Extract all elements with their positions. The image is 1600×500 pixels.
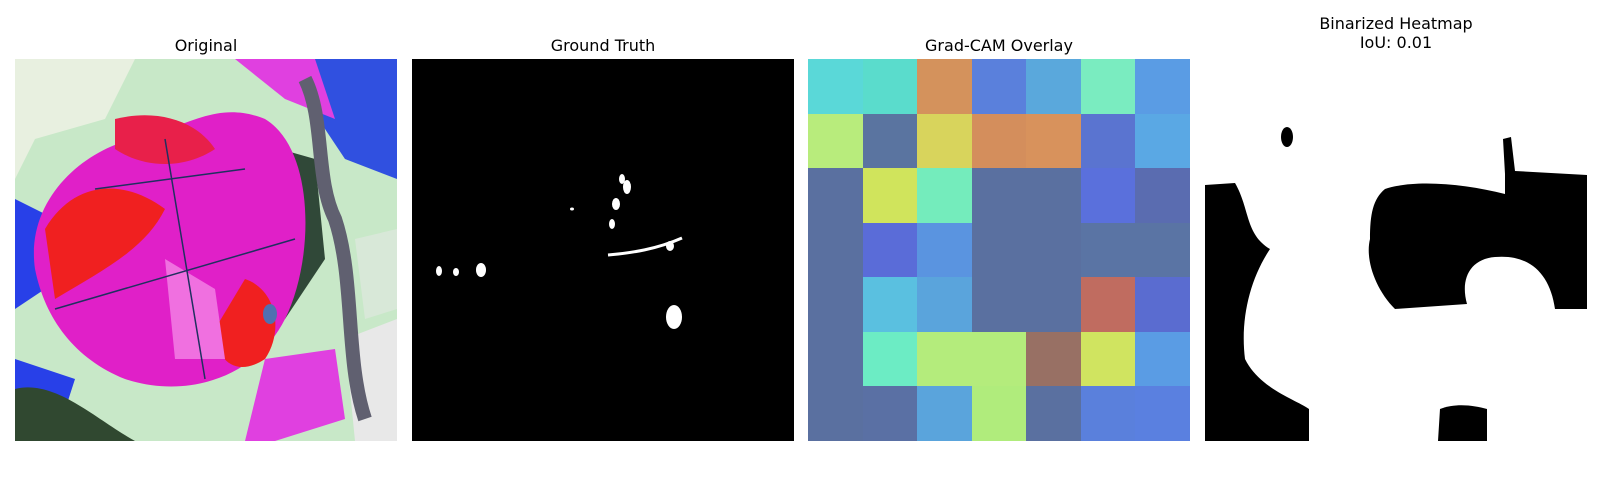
gradcam-cell — [1080, 386, 1136, 441]
gradcam-cell — [808, 222, 863, 278]
gradcam-cell — [1026, 386, 1081, 441]
binarized-heatmap — [1205, 59, 1587, 441]
gradcam-cell — [971, 113, 1027, 169]
original-image — [15, 59, 397, 441]
ground-truth-mask — [412, 59, 794, 441]
original-title: Original — [174, 36, 238, 55]
gradcam-cell — [1026, 277, 1081, 332]
gradcam-cell — [917, 331, 972, 387]
gradcam-cell — [1026, 168, 1081, 223]
gradcam-cell — [971, 222, 1027, 278]
gradcam-cell — [808, 59, 863, 114]
gradcam-cell — [862, 277, 918, 332]
gradcam-cell — [971, 331, 1027, 387]
binarized-title-line-1: Binarized Heatmap — [1319, 14, 1473, 33]
gradcam-cell — [1080, 113, 1136, 169]
gradcam-cell — [1135, 113, 1190, 169]
gradcam-cell — [1080, 222, 1136, 278]
gradcam-cell — [1080, 277, 1136, 332]
gradcam-cell — [1026, 59, 1081, 114]
gradcam-cell — [1135, 222, 1190, 278]
gradcam-cell — [1080, 331, 1136, 387]
gradcam-cell — [1080, 59, 1136, 114]
gradcam-cell — [917, 168, 972, 223]
gradcam-cell — [917, 277, 972, 332]
gradcam-cell — [862, 59, 918, 114]
gradcam-cell — [971, 386, 1027, 441]
gradcam-cell — [808, 113, 863, 169]
gradcam-cell — [808, 168, 863, 223]
gradcam-cell — [1026, 222, 1081, 278]
gradcam-cell — [971, 277, 1027, 332]
gradcam-title: Grad-CAM Overlay — [925, 36, 1073, 55]
gradcam-cell — [808, 386, 863, 441]
gradcam-cell — [1135, 277, 1190, 332]
gradcam-cell — [862, 331, 918, 387]
gradcam-cell — [917, 222, 972, 278]
gradcam-cell — [971, 59, 1027, 114]
binarized-title: Binarized Heatmap IoU: 0.01 — [1205, 14, 1587, 52]
gradcam-cell — [1135, 59, 1190, 114]
gradcam-grid — [808, 59, 1190, 441]
gradcam-cell — [917, 59, 972, 114]
mask-shapes — [412, 59, 794, 441]
gradcam-cell — [862, 222, 918, 278]
gradcam-overlay — [808, 59, 1190, 441]
gradcam-cell — [1135, 168, 1190, 223]
binary-mask — [1205, 59, 1587, 441]
gradcam-cell — [1026, 113, 1081, 169]
leaf-photo — [15, 59, 397, 441]
gradcam-cell — [1135, 386, 1190, 441]
ground-truth-title: Ground Truth — [550, 36, 656, 55]
gradcam-cell — [971, 168, 1027, 223]
gradcam-cell — [917, 386, 972, 441]
gradcam-cell — [862, 113, 918, 169]
gradcam-cell — [1026, 331, 1081, 387]
gradcam-cell — [808, 331, 863, 387]
gradcam-cell — [808, 277, 863, 332]
gradcam-cell — [862, 168, 918, 223]
gradcam-cell — [1135, 331, 1190, 387]
gradcam-cell — [1080, 168, 1136, 223]
gradcam-cell — [862, 386, 918, 441]
iou-label: IoU: 0.01 — [1359, 33, 1433, 52]
gradcam-cell — [917, 113, 972, 169]
